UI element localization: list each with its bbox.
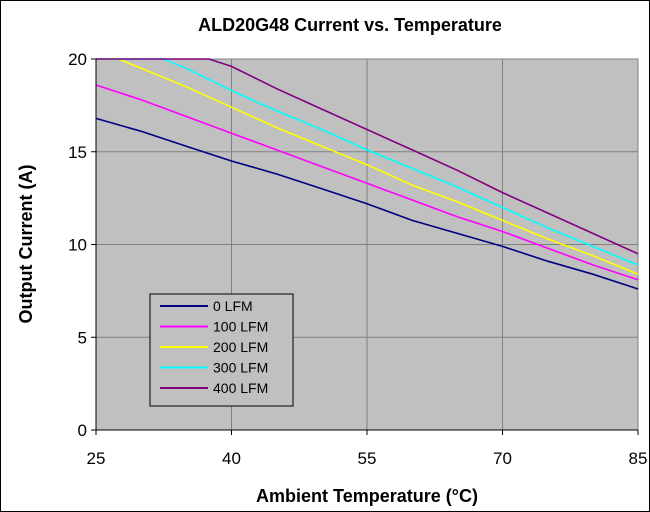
legend-label: 300 LFM <box>213 360 268 376</box>
x-tick-label: 40 <box>222 449 241 468</box>
tick-labels: 25 40 55 70 85 0 5 10 15 20 <box>68 50 647 468</box>
legend-label: 100 LFM <box>213 319 268 335</box>
legend-label: 200 LFM <box>213 339 268 355</box>
legend-label: 0 LFM <box>213 298 253 314</box>
series-line-100-lfm <box>95 84 639 281</box>
axes <box>91 58 639 435</box>
series-line-300-lfm <box>96 58 639 266</box>
chart-title: ALD20G48 Current vs. Temperature <box>198 15 502 35</box>
series-line-0-lfm <box>95 117 639 290</box>
y-axis-title: Output Current (A) <box>16 165 36 324</box>
series-line-200-lfm <box>96 58 639 275</box>
legend: 0 LFM 100 LFM 200 LFM 300 LFM 400 LFM <box>149 293 294 407</box>
x-tick-label: 25 <box>87 449 106 468</box>
x-tick-label: 55 <box>358 449 377 468</box>
series-lines <box>95 58 639 290</box>
x-tick-label: 70 <box>493 449 512 468</box>
y-tick-label: 10 <box>68 236 87 255</box>
legend-label: 400 LFM <box>213 380 268 396</box>
x-tick-label: 85 <box>629 449 648 468</box>
y-tick-label: 20 <box>68 50 87 69</box>
y-tick-label: 0 <box>78 421 87 440</box>
y-tick-label: 5 <box>78 328 87 347</box>
x-axis-title: Ambient Temperature (°C) <box>256 486 478 506</box>
series-line-400-lfm <box>96 58 639 255</box>
y-tick-label: 15 <box>68 143 87 162</box>
